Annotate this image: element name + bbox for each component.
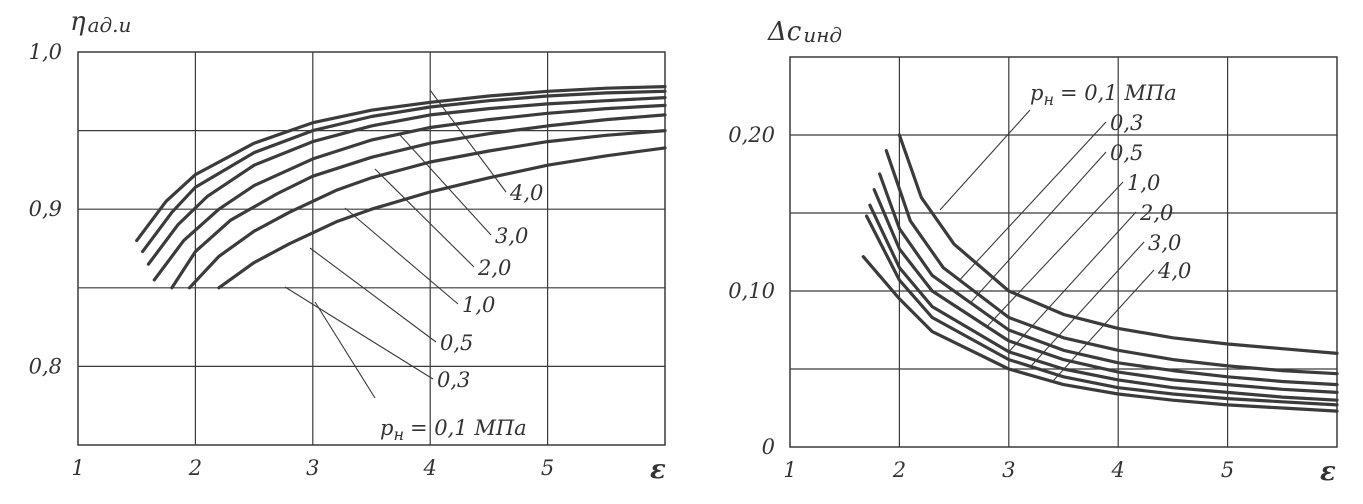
curve-leader-line — [1008, 211, 1137, 353]
plot-frame — [789, 56, 1338, 448]
curve-leader-line — [1052, 269, 1155, 382]
series-line — [141, 89, 667, 254]
chart-efficiency: 1 2 3 4 5 0,8 0,9 1,0 η ад.и ε 4,0 3,0 2,0 1,0 0,5 0,3 pн… — [29, 7, 667, 485]
curve-label: 0,5 — [1110, 141, 1143, 165]
curve-leader-line — [344, 207, 459, 305]
curve-label: 0,5 — [440, 331, 473, 355]
series-line — [884, 149, 1339, 376]
x-tick-label: 1 — [783, 458, 796, 482]
curve-leader-line — [1030, 241, 1145, 367]
pressure-label: pн = 0,1 МПа — [1030, 81, 1177, 109]
curve-label: 4,0 — [1157, 259, 1191, 283]
curve-leader-line — [309, 247, 437, 343]
curve-label: 2,0 — [1139, 201, 1173, 225]
pressure-leader-line — [314, 301, 376, 399]
series-line — [217, 146, 667, 290]
curve-label: 4,0 — [509, 181, 543, 205]
series-line — [152, 103, 667, 282]
curve-label: 0,3 — [437, 368, 470, 392]
x-tick-label: 5 — [1221, 458, 1234, 482]
series-line — [878, 172, 1339, 387]
curve-leader-line — [429, 89, 507, 193]
curve-label: 3,0 — [495, 224, 528, 248]
y-axis-label: η ад.и — [70, 7, 131, 37]
curve-label: 0,3 — [1110, 111, 1143, 135]
series-line — [135, 85, 667, 243]
y-tick-label: 1,0 — [29, 40, 62, 64]
chart-delta-c: 1 2 3 4 5 0 0,10 0,20 Δc инд ε 0,3 0,5 1,0 2,0 3,0 4,0 pн… — [728, 17, 1339, 487]
curve-leader-line — [986, 181, 1124, 328]
curve-leader-line — [284, 286, 434, 380]
y-tick-label: 0,8 — [29, 354, 62, 378]
curve-label: 2,0 — [477, 256, 511, 280]
y-tick-label: 0,20 — [728, 123, 775, 147]
curve-leader-line — [374, 168, 475, 268]
curve-leader-line — [970, 151, 1107, 304]
series-line — [170, 113, 667, 290]
curve-label: 3,0 — [1148, 231, 1181, 255]
series-line — [868, 203, 1339, 402]
x-axis-label: ε — [1320, 457, 1336, 487]
curve-label: 1,0 — [462, 293, 495, 317]
pressure-label: pн = 0,1 МПа — [380, 416, 527, 444]
y-axis-label: Δc инд — [767, 17, 842, 47]
pressure-leader-line — [939, 109, 1031, 211]
y-tick-label: 0 — [762, 435, 775, 459]
plot-frame — [77, 51, 666, 446]
series-line — [187, 129, 667, 290]
x-tick-label: 2 — [892, 458, 906, 482]
x-tick-label: 2 — [188, 456, 202, 480]
x-tick-label: 1 — [71, 456, 84, 480]
curve-label: 1,0 — [1127, 171, 1160, 195]
x-tick-label: 4 — [1111, 458, 1125, 482]
series-line — [146, 96, 667, 266]
x-tick-label: 5 — [541, 456, 554, 480]
y-tick-label: 0,10 — [728, 279, 775, 303]
y-tick-label: 0,9 — [29, 197, 62, 221]
series-line — [872, 188, 1339, 394]
x-tick-label: 4 — [423, 456, 437, 480]
series-line — [861, 255, 1339, 413]
curve-leader-line — [399, 134, 492, 236]
series-line — [897, 133, 1339, 355]
x-tick-label: 3 — [1002, 458, 1015, 482]
series-line — [865, 214, 1339, 407]
x-tick-label: 3 — [306, 456, 319, 480]
x-axis-label: ε — [650, 455, 666, 485]
curve-leader-line — [959, 121, 1107, 281]
